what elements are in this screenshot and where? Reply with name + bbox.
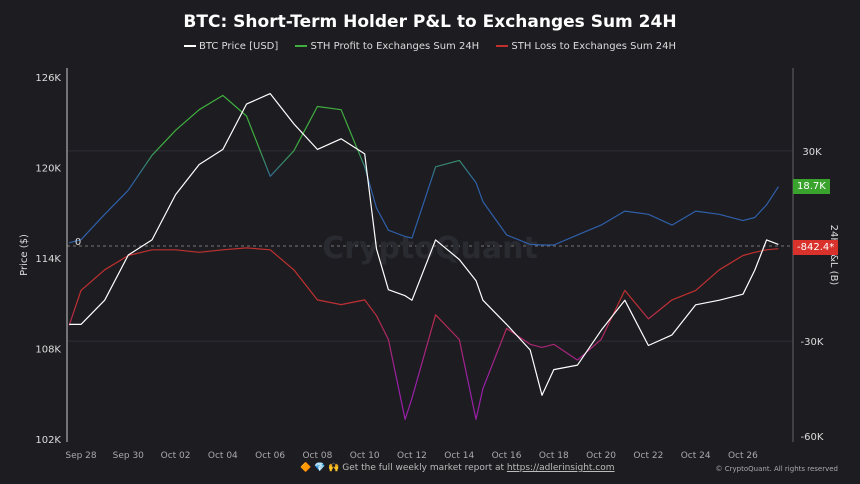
legend-item-price[interactable]: BTC Price [USD] xyxy=(183,41,279,52)
legend: BTC Price [USD] STH Profit to Exchanges … xyxy=(0,41,860,52)
watermark: CryptoQuant xyxy=(322,231,538,266)
legend-swatch xyxy=(496,45,509,47)
chart-title: BTC: Short-Term Holder P&L to Exchanges … xyxy=(183,12,677,32)
legend-label: STH Profit to Exchanges Sum 24H xyxy=(310,41,480,52)
legend-label: STH Loss to Exchanges Sum 24H xyxy=(511,41,676,52)
emoji-icons: 🔶 💎 🙌 xyxy=(300,463,340,473)
x-tick-label: Oct 26 xyxy=(728,451,758,461)
x-tick-label: Oct 18 xyxy=(539,451,569,461)
x-tick-label: Oct 16 xyxy=(492,451,522,461)
footer-text: Get the full weekly market report at xyxy=(342,463,507,473)
profit-last-value-badge: 18.7K xyxy=(793,179,830,194)
x-tick-label: Oct 10 xyxy=(350,451,380,461)
y-tick-label: 114K xyxy=(35,254,61,265)
x-tick-label: Oct 02 xyxy=(161,451,191,461)
y-tick-label: 102K xyxy=(35,435,61,446)
copyright: © CryptoQuant. All rights reserved xyxy=(715,465,838,473)
series-line-profit xyxy=(69,94,779,246)
loss-last-value-badge: -842.4* xyxy=(793,240,839,255)
series-line-loss xyxy=(68,247,779,420)
y2-tick-label: -30K xyxy=(801,337,824,348)
x-tick-label: Oct 06 xyxy=(255,451,285,461)
x-tick-label: Oct 24 xyxy=(681,451,711,461)
y2-tick-label: 0 xyxy=(75,237,81,248)
y-axis-label: Price ($) xyxy=(19,234,30,276)
y2-tick-label: 30K xyxy=(802,147,822,158)
report-link[interactable]: https://adlerinsight.com xyxy=(506,463,615,473)
x-tick-label: Sep 30 xyxy=(113,451,145,461)
series-line-price xyxy=(69,93,779,396)
legend-item-profit[interactable]: STH Profit to Exchanges Sum 24H xyxy=(295,41,479,52)
x-tick-label: Oct 04 xyxy=(208,451,238,461)
legend-swatch xyxy=(183,45,196,47)
x-tick-label: Oct 12 xyxy=(397,451,427,461)
legend-label: BTC Price [USD] xyxy=(198,41,279,52)
x-tick-label: Oct 22 xyxy=(633,451,663,461)
y2-tick-label: -60K xyxy=(801,432,824,443)
x-tick-label: Sep 28 xyxy=(65,451,97,461)
x-tick-label: Oct 20 xyxy=(586,451,616,461)
footer: 🔶 💎 🙌 Get the full weekly market report … xyxy=(300,463,615,473)
x-tick-label: Oct 08 xyxy=(302,451,332,461)
x-tick-label: Oct 14 xyxy=(444,451,474,461)
y-tick-label: 126K xyxy=(35,73,61,84)
y-tick-label: 108K xyxy=(35,345,61,356)
y-tick-label: 120K xyxy=(35,164,61,175)
legend-swatch xyxy=(295,45,308,47)
y2-axis-label: 24H P&L (B) xyxy=(828,225,839,286)
legend-item-loss[interactable]: STH Loss to Exchanges Sum 24H xyxy=(496,41,676,52)
